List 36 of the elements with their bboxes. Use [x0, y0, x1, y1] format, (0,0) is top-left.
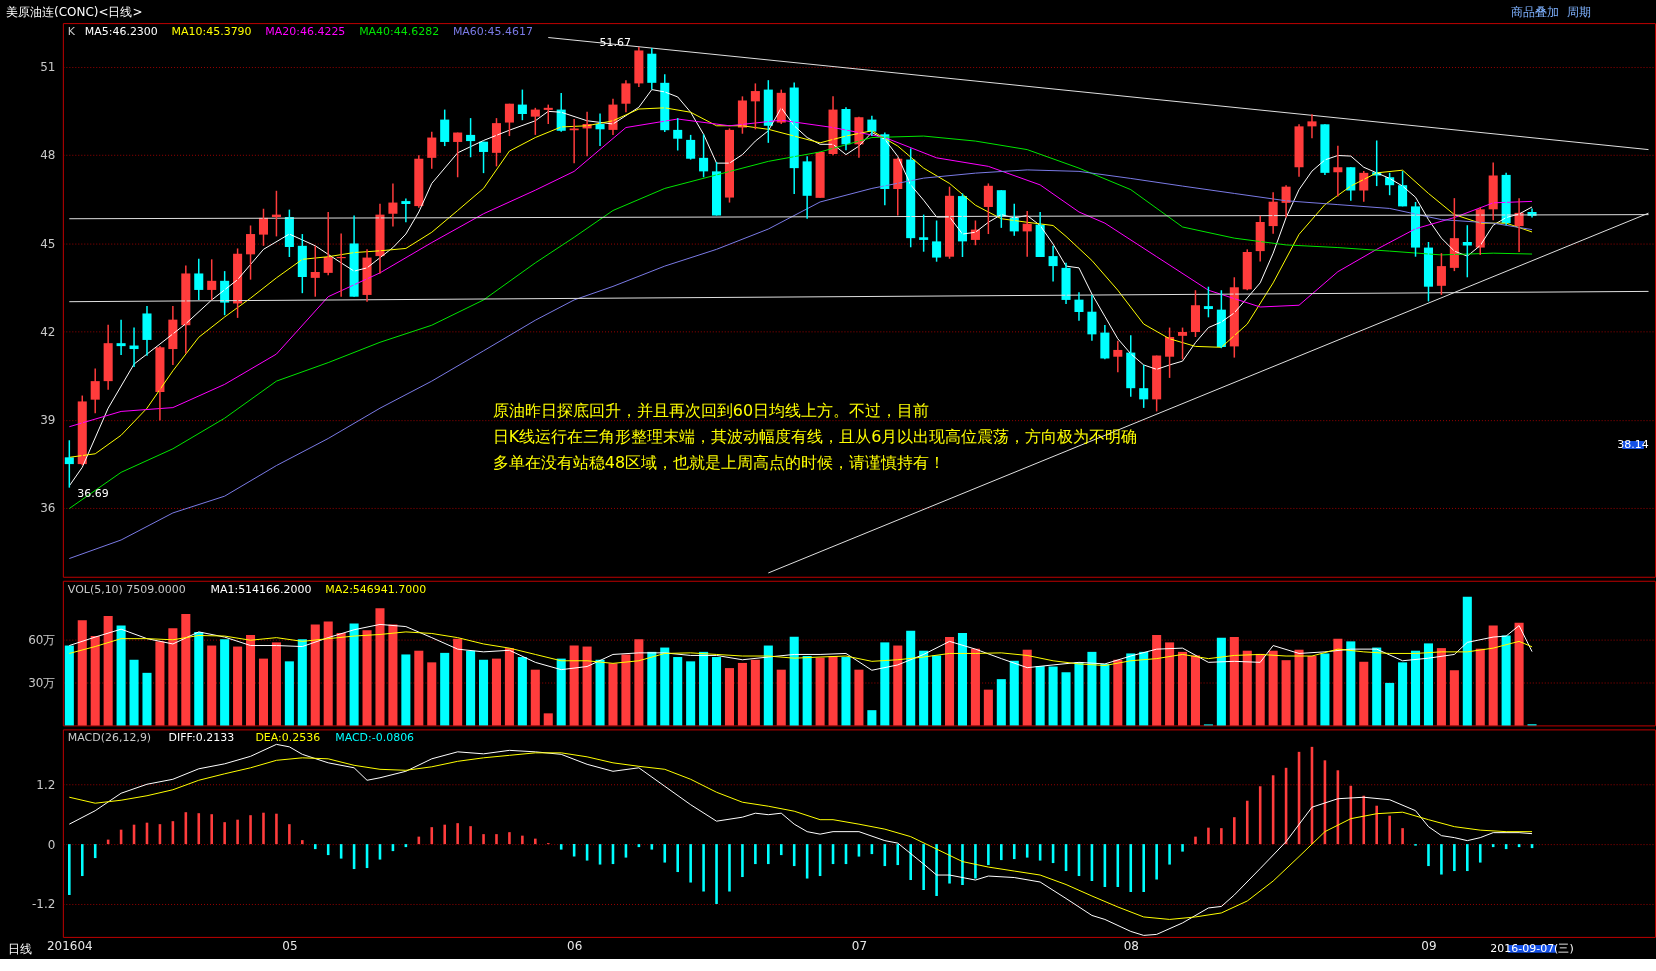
text: MA2:546941.7000 — [325, 582, 427, 596]
chart-subtitle: K — [67, 25, 76, 39]
y-tick-label: 42 — [40, 324, 56, 339]
y-tick-label: 36 — [40, 501, 56, 516]
series-label: DIFF:0.2133 — [168, 731, 235, 745]
text: 商品叠加 — [1511, 5, 1560, 20]
y-tick-label: 39 — [40, 413, 56, 428]
chart-title: MACD(26,12,9) — [67, 731, 152, 745]
y-tick-label: 48 — [40, 148, 56, 163]
x-tick-label: 201604 — [46, 939, 93, 954]
x-tick-label: 07 — [851, 939, 868, 954]
y-tick-label: 30万 — [28, 675, 56, 690]
text: MACD:-0.0806 — [335, 731, 415, 745]
y-tick-label: 51 — [40, 60, 56, 75]
x-tick-label: 08 — [1123, 939, 1139, 954]
text: MA5:46.2300 — [84, 25, 158, 39]
y-tick-label: 1.2 — [36, 777, 56, 792]
text: 周期 — [1567, 5, 1592, 20]
x-tick-label: 06 — [567, 939, 583, 954]
text: MA10:45.3790 — [171, 25, 252, 39]
text: MA40:44.6282 — [359, 25, 440, 39]
y-tick-label: 0 — [47, 837, 56, 852]
text: MA1:514166.2000 — [210, 582, 312, 596]
text: MA60:45.4617 — [452, 25, 533, 39]
x-tick-label: 09 — [1421, 939, 1437, 954]
series-label: DEA:0.2536 — [255, 731, 321, 745]
annotation: 原油昨日探底回升，并且再次回到60日均线上方。不过，目前 — [492, 400, 930, 420]
text: MA20:46.4225 — [265, 25, 346, 39]
chart-title: VOL(5,10) 7509.0000 — [67, 582, 186, 596]
chart-title: 美原油连(CONC)<日线> — [5, 5, 143, 20]
annotation: 多单在没有站稳48区域，也就是上周高点的时候，请谨慎持有！ — [492, 452, 946, 472]
text: 日线 — [7, 941, 32, 956]
x-tick-label: 05 — [282, 939, 298, 954]
y-tick-label: -1.2 — [32, 897, 56, 912]
y-tick-label: 60万 — [28, 632, 56, 647]
y-tick-label: 45 — [40, 236, 56, 251]
